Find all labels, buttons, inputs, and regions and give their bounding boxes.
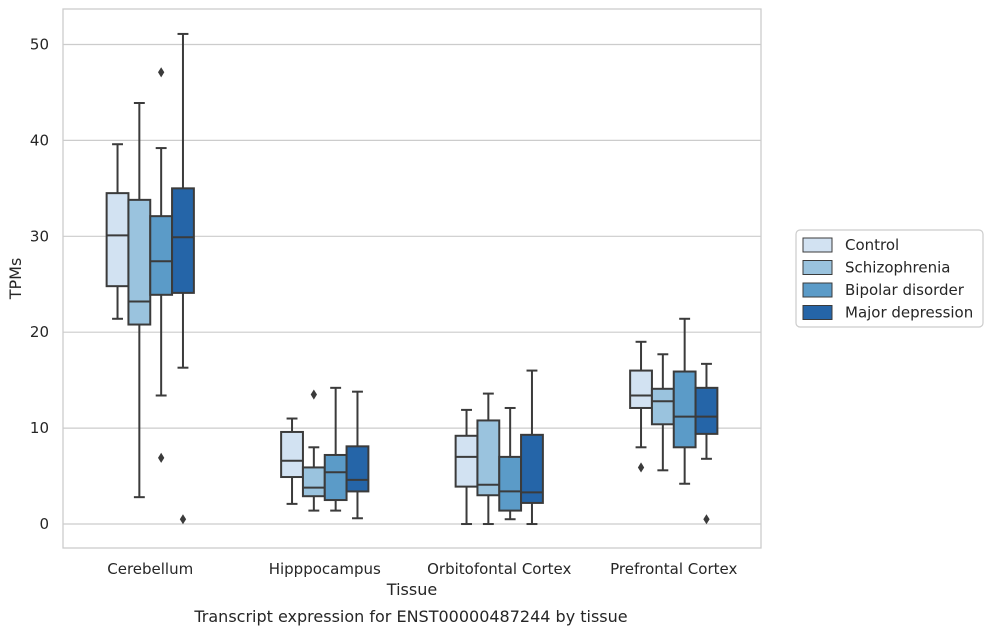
legend-label: Bipolar disorder bbox=[845, 281, 965, 299]
box-2-3 bbox=[520, 369, 544, 526]
x-tick-label: Orbitofontal Cortex bbox=[427, 560, 571, 578]
legend: Control Schizophrenia Bipolar disorder Majo… bbox=[795, 229, 984, 328]
box-rect bbox=[127, 198, 152, 326]
outlier-point bbox=[703, 514, 710, 525]
outlier-point bbox=[179, 514, 187, 525]
y-tick-label: 10 bbox=[30, 419, 49, 437]
box-rect bbox=[301, 466, 326, 498]
x-tick-label: Prefrontal Cortex bbox=[610, 560, 737, 578]
legend-label: Control bbox=[845, 236, 899, 254]
outlier-point bbox=[158, 67, 165, 78]
y-tick-label: 0 bbox=[39, 515, 49, 533]
legend-swatch bbox=[802, 260, 833, 275]
box-rect bbox=[345, 445, 370, 493]
box-0-3 bbox=[171, 32, 195, 525]
x-tick-labels: Cerebellum Hipppocampus Orbitofontal Corte… bbox=[107, 560, 737, 578]
y-tick-label: 30 bbox=[30, 227, 49, 245]
box-rect bbox=[105, 192, 130, 288]
boxes-layer bbox=[105, 32, 719, 526]
box-0-1 bbox=[127, 101, 152, 499]
legend-swatch bbox=[802, 237, 833, 253]
x-axis-label: Tissue bbox=[386, 580, 437, 599]
x-tick-label: Hipppocampus bbox=[269, 560, 381, 578]
box-1-0 bbox=[280, 417, 304, 505]
plot-frame bbox=[62, 8, 762, 549]
box-rect bbox=[629, 369, 653, 409]
box-rect bbox=[171, 187, 195, 294]
legend-label: Major depression bbox=[845, 304, 973, 322]
x-tick-label: Cerebellum bbox=[107, 560, 193, 578]
box-1-2 bbox=[323, 386, 348, 512]
box-3-3 bbox=[694, 362, 719, 525]
y-axis-label: TPMs bbox=[6, 258, 25, 301]
legend-label: Schizophrenia bbox=[845, 259, 950, 277]
box-3-1 bbox=[650, 353, 675, 472]
chart-caption: Transcript expression for ENST0000048724… bbox=[193, 607, 627, 626]
outlier-point bbox=[637, 462, 645, 473]
legend-frame bbox=[795, 229, 984, 328]
box-0-2 bbox=[149, 67, 174, 463]
box-rect bbox=[498, 455, 523, 512]
box-3-0 bbox=[629, 340, 653, 473]
box-rect bbox=[454, 434, 479, 488]
y-tick-label: 20 bbox=[30, 323, 49, 341]
box-rect bbox=[520, 433, 544, 504]
box-rect bbox=[280, 430, 304, 479]
legend-swatch bbox=[802, 305, 833, 320]
outlier-point bbox=[158, 452, 165, 463]
box-1-1 bbox=[301, 389, 326, 512]
box-rect bbox=[694, 386, 719, 435]
box-rect bbox=[650, 387, 675, 426]
y-tick-label: 50 bbox=[30, 35, 49, 53]
box-rect bbox=[149, 215, 174, 296]
y-tick-labels: 0 10 20 30 40 50 bbox=[30, 35, 49, 533]
box-rect bbox=[323, 453, 348, 502]
outlier-point bbox=[310, 389, 317, 400]
legend-swatch bbox=[802, 282, 833, 298]
y-tick-label: 40 bbox=[30, 131, 49, 149]
box-1-3 bbox=[345, 390, 370, 520]
box-rect bbox=[672, 370, 697, 449]
